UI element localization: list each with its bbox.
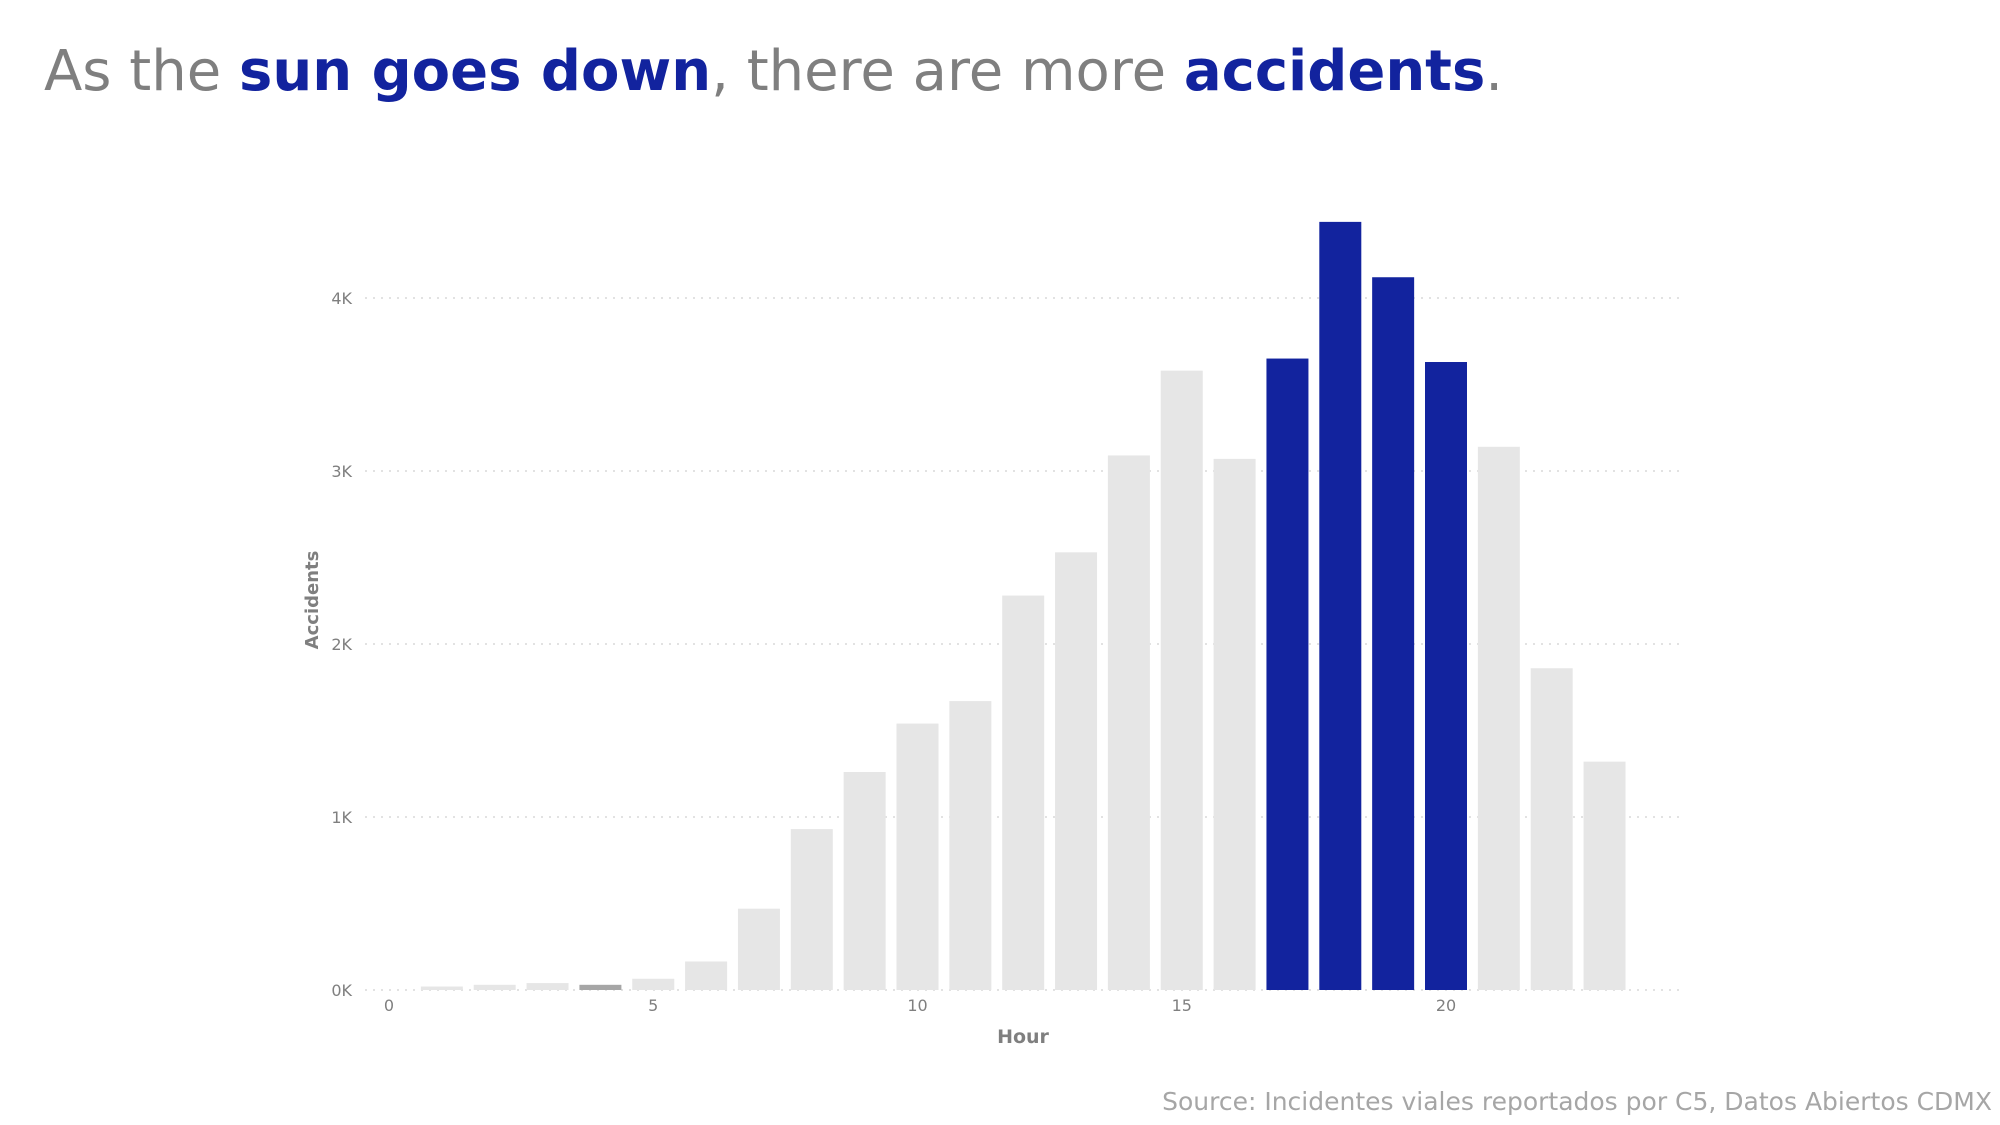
bar-hour-20 — [1425, 362, 1467, 990]
title-part-2: , there are more — [711, 39, 1184, 104]
bar-hour-12 — [1002, 595, 1045, 990]
bar-hour-21 — [1477, 446, 1520, 990]
bar-hour-4 — [579, 984, 622, 990]
bar-hour-6 — [685, 961, 728, 990]
bar-hour-18 — [1319, 221, 1362, 990]
page-title: As the sun goes down, there are more acc… — [44, 36, 1503, 108]
bar-hour-22 — [1530, 668, 1573, 990]
bar-hour-17 — [1266, 358, 1309, 990]
title-highlight-sun-goes-down: sun goes down — [239, 39, 712, 104]
x-tick-label: 0 — [384, 996, 394, 1015]
x-axis-ticks: 0 5 10 15 20 — [384, 996, 1456, 1015]
y-tick-label: 1K — [331, 808, 352, 827]
source-note: Source: Incidentes viales reportados por… — [1162, 1087, 1992, 1116]
y-axis-label: Accidents — [302, 551, 323, 650]
bar-hour-7 — [737, 908, 780, 990]
y-tick-label: 4K — [331, 289, 352, 308]
y-tick-label: 0K — [331, 981, 352, 1000]
x-tick-label: 15 — [1172, 996, 1192, 1015]
bar-hour-9 — [843, 772, 886, 990]
bar-hour-14 — [1107, 455, 1150, 990]
y-axis-ticks: 0K 1K 2K 3K 4K — [331, 289, 352, 1000]
title-highlight-accidents: accidents — [1183, 39, 1486, 104]
x-tick-label: 20 — [1436, 996, 1456, 1015]
x-axis-label: Hour — [997, 1026, 1049, 1048]
bar-hour-5 — [632, 978, 675, 990]
bar-hour-2 — [473, 984, 516, 990]
bar-hour-11 — [949, 701, 992, 990]
x-tick-label: 10 — [907, 996, 927, 1015]
title-part-3: . — [1485, 39, 1504, 104]
bar-hour-16 — [1213, 458, 1256, 990]
bar-hour-19 — [1372, 277, 1415, 990]
bar-hour-23 — [1583, 761, 1626, 990]
bars — [420, 221, 1626, 990]
y-tick-label: 3K — [331, 462, 352, 481]
title-part-1: As the — [44, 39, 239, 104]
bar-hour-10 — [896, 723, 939, 990]
bar-hour-15 — [1160, 370, 1203, 990]
bar-hour-13 — [1055, 552, 1098, 990]
bar-hour-8 — [790, 829, 833, 990]
y-tick-label: 2K — [331, 635, 352, 654]
bar-hour-1 — [420, 986, 463, 990]
x-tick-label: 5 — [648, 996, 658, 1015]
bar-hour-3 — [526, 983, 569, 990]
